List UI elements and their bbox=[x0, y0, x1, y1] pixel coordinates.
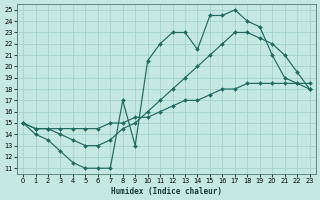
X-axis label: Humidex (Indice chaleur): Humidex (Indice chaleur) bbox=[111, 187, 222, 196]
